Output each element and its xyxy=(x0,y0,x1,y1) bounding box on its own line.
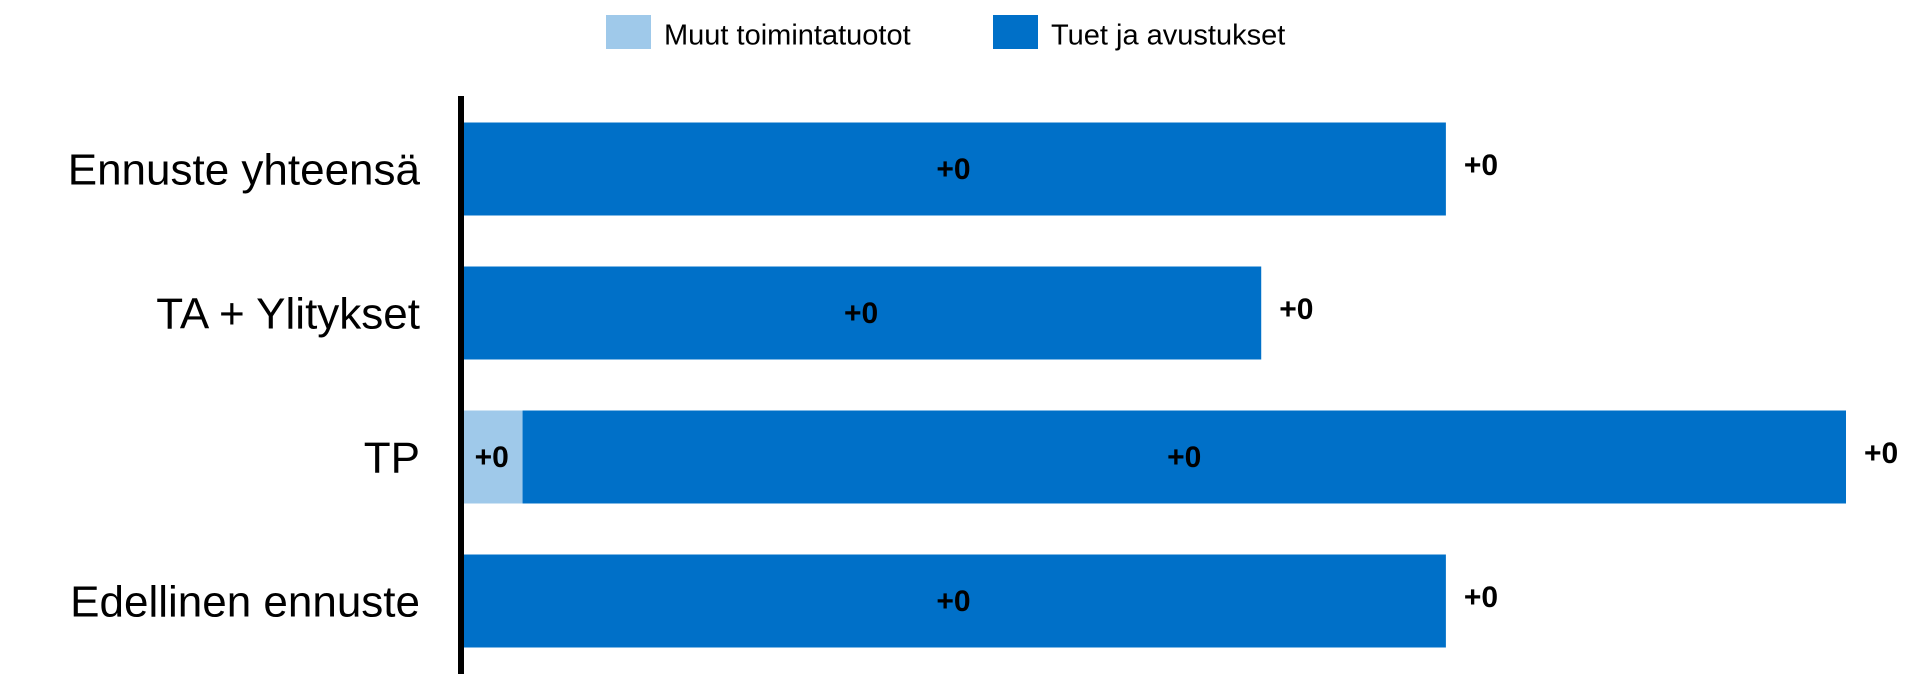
bar-segment xyxy=(461,410,523,504)
segment-label: +0 xyxy=(1167,441,1201,474)
category-label: TA + Ylitykset xyxy=(156,290,420,339)
category-label: Edellinen ennuste xyxy=(70,578,420,627)
bar-segment xyxy=(461,266,1262,360)
segment-label: +0 xyxy=(936,153,970,186)
total-label: +0 xyxy=(1864,437,1898,470)
legend-label: Tuet ja avustukset xyxy=(1051,20,1285,52)
legend-swatch xyxy=(606,15,651,49)
total-label: +0 xyxy=(1279,293,1313,326)
bar-segment xyxy=(461,122,1446,216)
legend-swatch xyxy=(993,15,1038,49)
total-label: +0 xyxy=(1464,581,1498,614)
legend-label: Muut toimintatuotot xyxy=(664,20,911,52)
segment-label: +0 xyxy=(475,441,509,474)
category-label: Ennuste yhteensä xyxy=(68,146,421,195)
bar-segment xyxy=(461,554,1446,648)
segment-label: +0 xyxy=(844,297,878,330)
segment-label: +0 xyxy=(936,585,970,618)
bar-segment xyxy=(522,410,1846,504)
total-label: +0 xyxy=(1464,149,1498,182)
category-label: TP xyxy=(364,434,420,483)
